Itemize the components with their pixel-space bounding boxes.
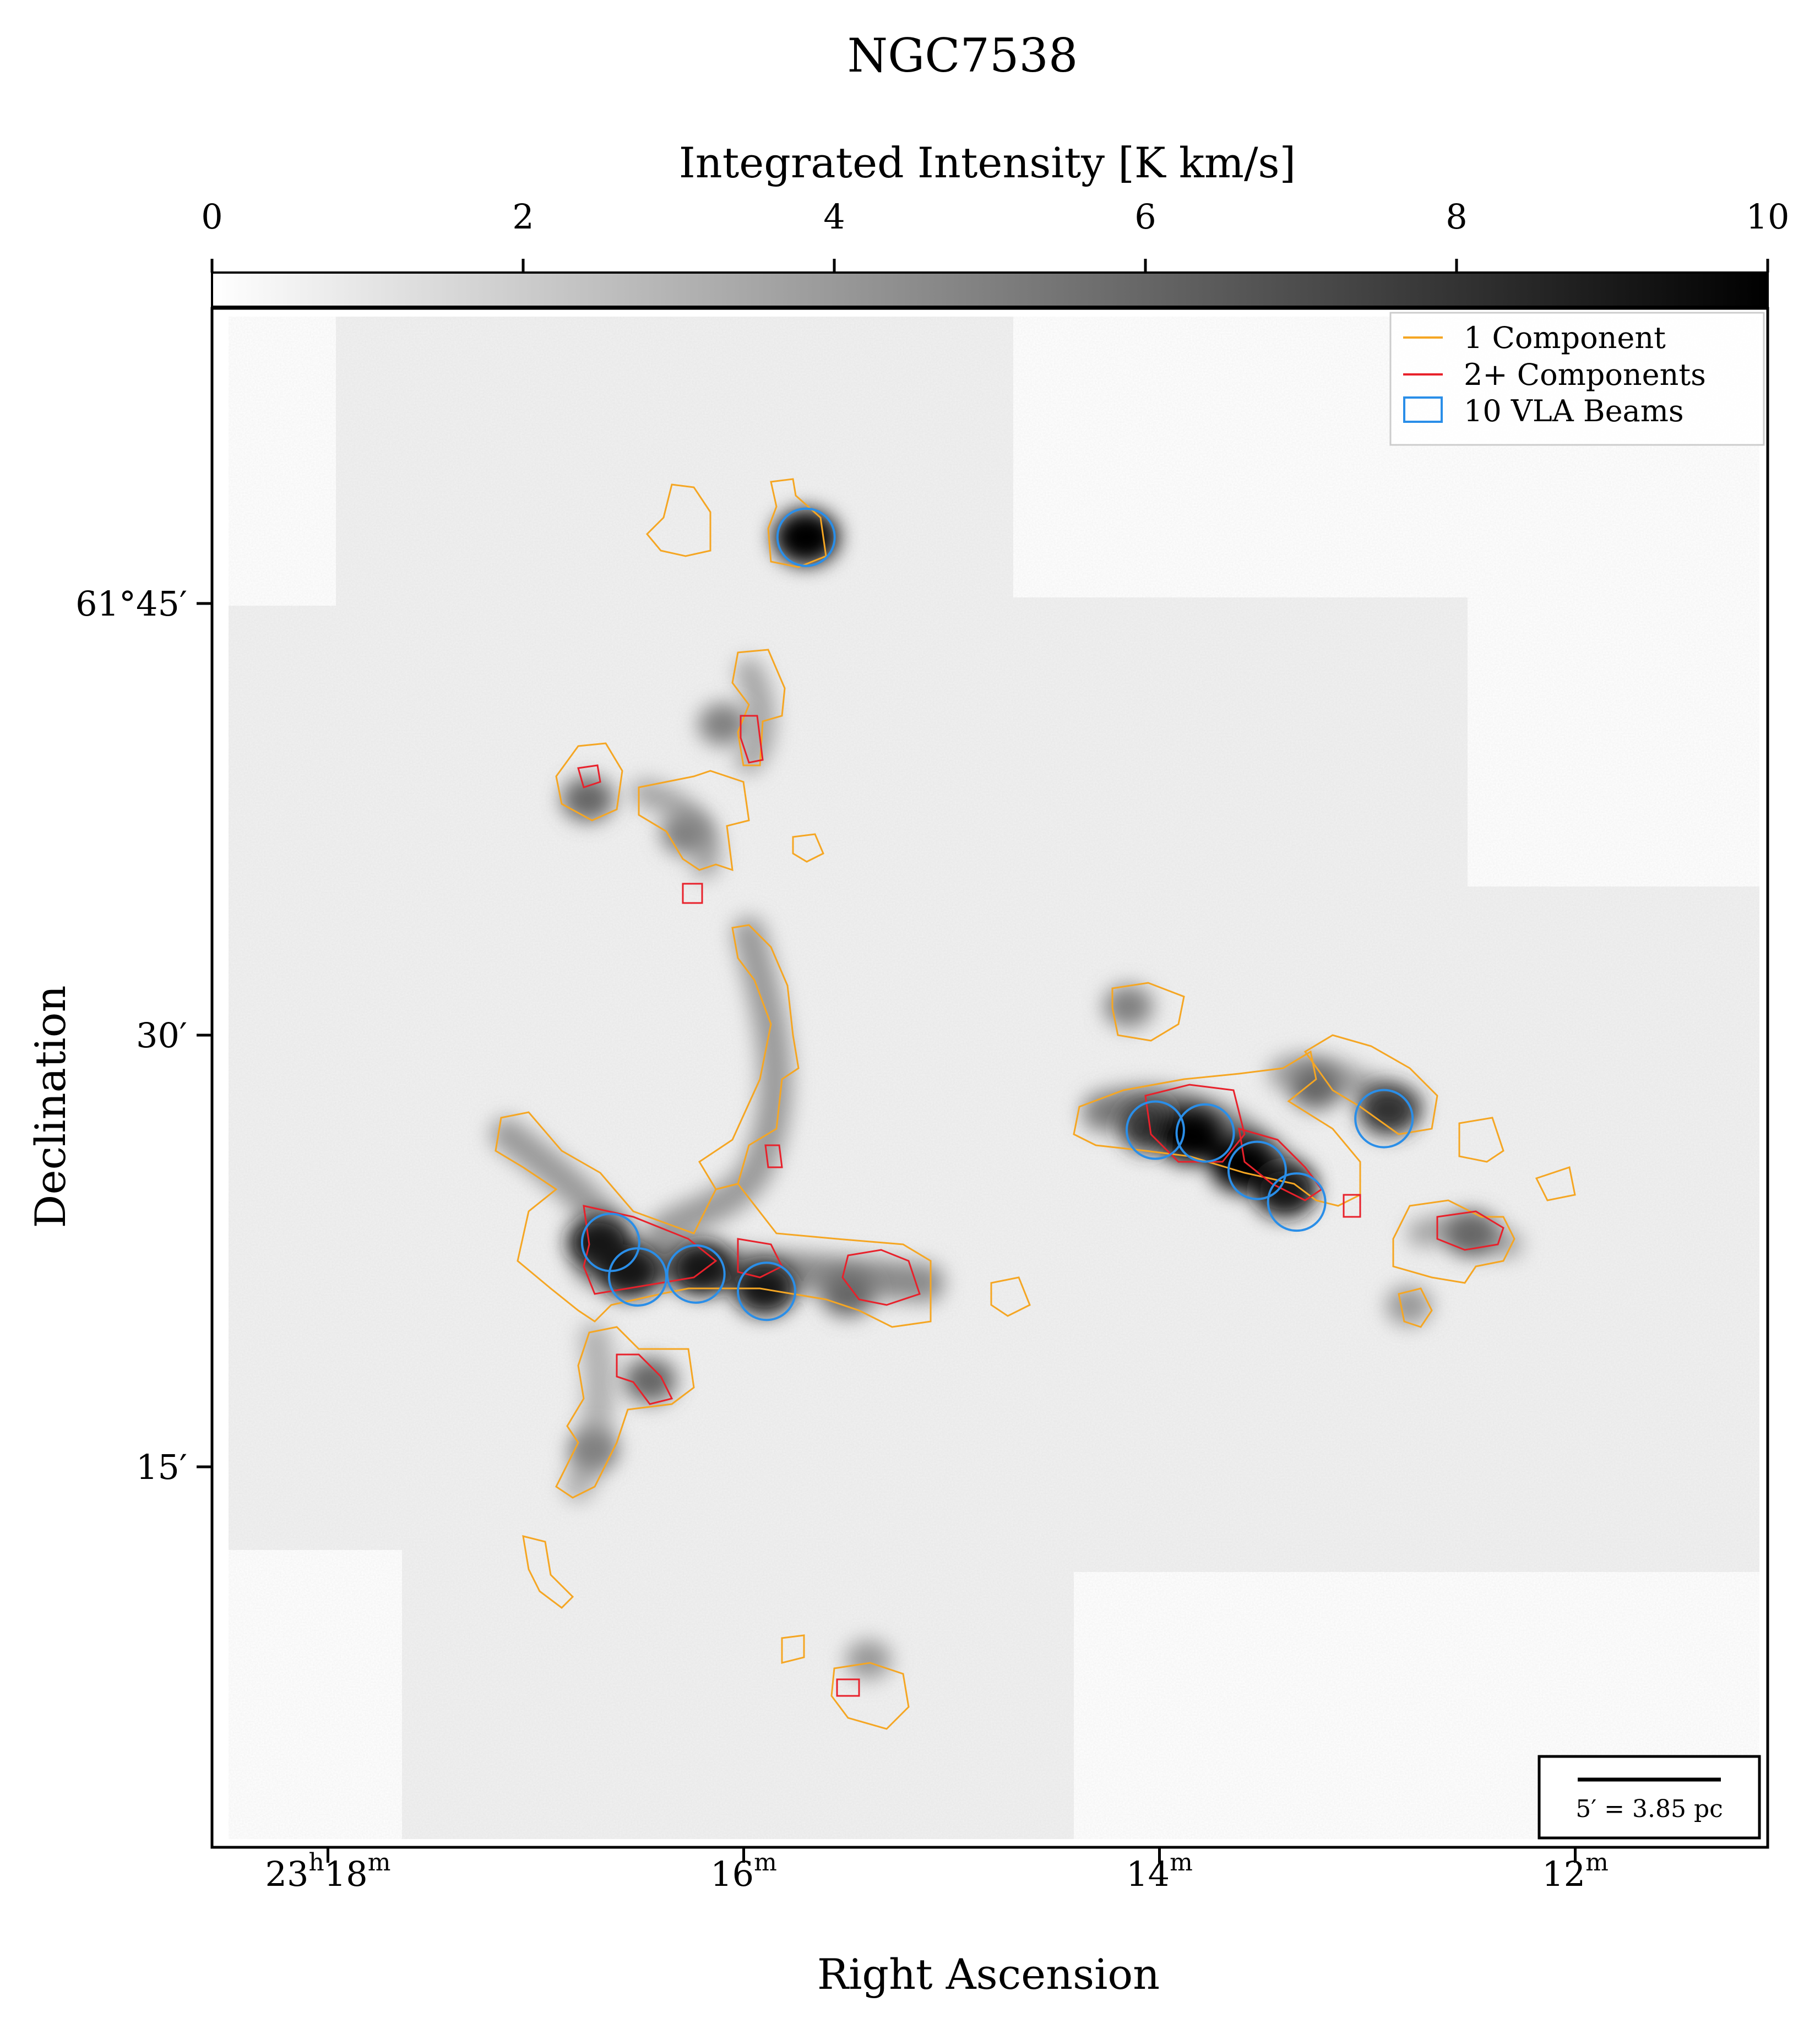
colorbar: Integrated Intensity [K km/s] 0 2 4 6 8 10 <box>201 138 1789 308</box>
emission-peak <box>1289 1064 1342 1110</box>
scale-bar: 5′ = 3.85 pc <box>1538 1755 1761 1840</box>
emission-peak <box>773 509 839 565</box>
x-tick-label: 14m <box>1126 1848 1193 1894</box>
emission-peak <box>623 1358 677 1404</box>
colorbar-ticks: 0 2 4 6 8 10 <box>201 197 1789 273</box>
vla-beam-circle <box>737 1261 797 1321</box>
emission-peak <box>821 1271 874 1317</box>
emission-peak <box>1158 1107 1224 1164</box>
legend-label-vla-beams: 10 VLA Beams <box>1464 394 1684 428</box>
vla-beam-circle <box>1227 1140 1287 1200</box>
colorbar-gradient <box>211 271 1769 308</box>
contours-one-component <box>495 478 1576 1730</box>
vla-beam-circle <box>1125 1100 1185 1160</box>
vla-beam-circle <box>1267 1172 1327 1232</box>
emission-peak <box>1103 985 1153 1028</box>
legend-label-two-plus: 2+ Components <box>1464 357 1706 392</box>
y-tick-label: 15′ <box>136 1447 187 1487</box>
axes-frame <box>210 307 1769 1849</box>
emission-peak <box>1444 1211 1498 1256</box>
emission-peak <box>845 1640 892 1680</box>
chart-title: NGC7538 <box>847 29 1078 83</box>
colorbar-tick-label: 2 <box>512 197 534 237</box>
colorbar-tick-label: 6 <box>1134 197 1156 237</box>
emission-peak <box>1386 1286 1432 1326</box>
scale-bar-label: 5′ = 3.85 pc <box>1575 1795 1723 1823</box>
x-tick-label: 16m <box>710 1848 777 1894</box>
emission-peak <box>1358 1084 1418 1135</box>
x-tick-label: 12m <box>1542 1848 1609 1894</box>
colorbar-tick-label: 8 <box>1446 197 1467 237</box>
colorbar-tick-label: 4 <box>823 197 845 237</box>
y-tick-label: 30′ <box>136 1015 187 1056</box>
emission-peak <box>569 1428 619 1471</box>
emission-peak <box>597 1244 661 1298</box>
colorbar-tick-label: 0 <box>201 197 222 237</box>
x-tick-label: 23h18m <box>265 1848 391 1894</box>
y-axis-label: Declination <box>26 986 75 1228</box>
vla-beam-circle <box>666 1244 726 1304</box>
vla-beam-circle <box>776 507 836 567</box>
legend-label-one-component: 1 Component <box>1464 320 1666 355</box>
y-tick-label: 61°45′ <box>75 584 187 624</box>
legend-swatch-vla-beams <box>1403 396 1443 423</box>
emission-peak <box>698 703 748 746</box>
vla-beam-circle <box>1354 1089 1414 1149</box>
vla-beams <box>580 507 1414 1321</box>
vla-beam-circle <box>1175 1103 1235 1163</box>
x-axis-label: Right Ascension <box>817 1950 1160 1999</box>
contours-two-plus <box>577 715 1504 1697</box>
map-area: 5′ = 3.85 pc 1 Component 2+ Components 1… <box>212 308 1768 1847</box>
y-axis-ticks: 61°45′ 30′ 15′ <box>75 584 212 1487</box>
colorbar-label: Integrated Intensity [K km/s] <box>679 138 1296 187</box>
x-axis-ticks: 23h18m 16m 14m 12m <box>265 1847 1609 1894</box>
colorbar-tick-label: 10 <box>1746 197 1790 237</box>
legend: 1 Component 2+ Components 10 VLA Beams <box>1389 312 1765 446</box>
